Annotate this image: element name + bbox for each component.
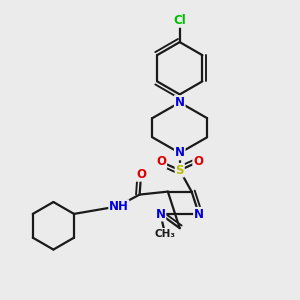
Text: NH: NH — [109, 200, 129, 213]
Text: O: O — [156, 155, 166, 168]
Text: N: N — [194, 208, 204, 221]
Text: O: O — [193, 155, 203, 168]
Text: N: N — [175, 146, 185, 160]
Text: O: O — [136, 168, 146, 181]
Text: CH₃: CH₃ — [154, 229, 176, 238]
Text: Cl: Cl — [173, 14, 186, 27]
Text: N: N — [175, 96, 185, 109]
Text: S: S — [176, 164, 184, 177]
Text: N: N — [155, 208, 166, 221]
